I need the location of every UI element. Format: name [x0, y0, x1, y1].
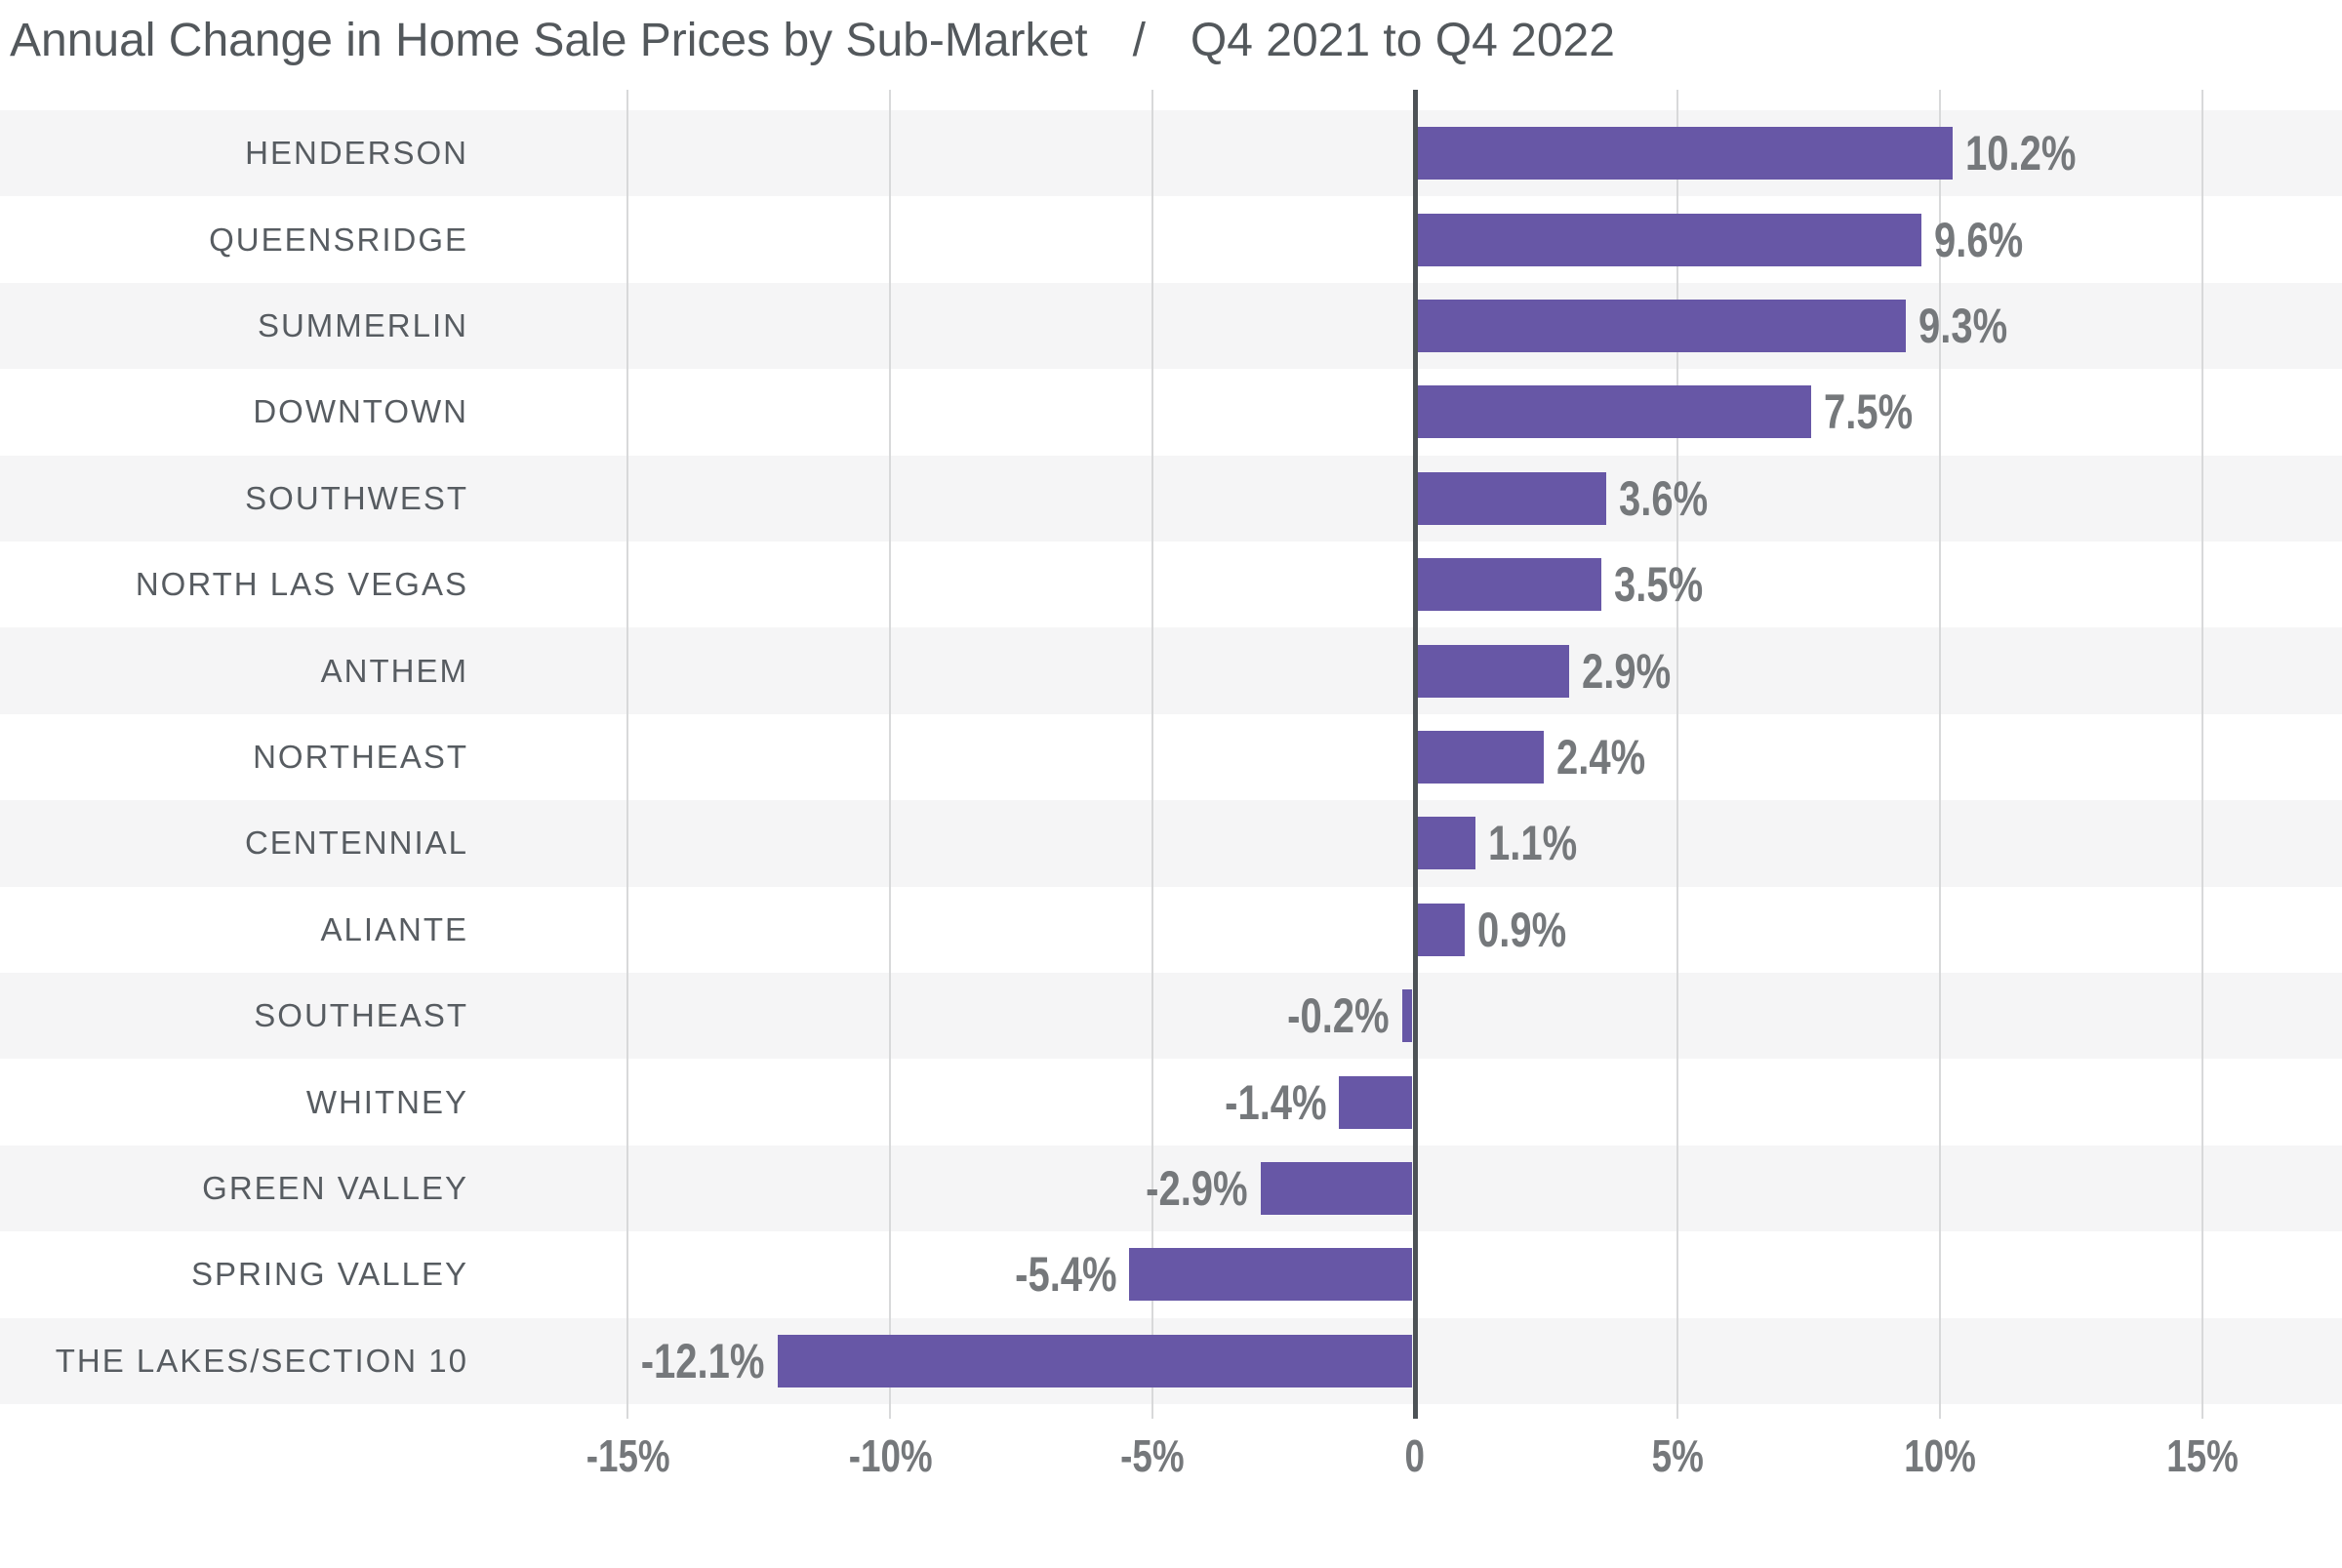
value-text-aliante: 0.9%	[1476, 902, 1567, 957]
value-text-henderson: 10.2%	[1964, 126, 2077, 181]
bar-queensridge	[1417, 213, 1921, 266]
value-text-downtown: 7.5%	[1823, 384, 1913, 440]
gridline--5	[1151, 90, 1154, 1419]
bar-southeast	[1401, 989, 1413, 1043]
row-stripe-green-valley	[0, 1145, 2342, 1232]
x-axis-label-10: 10%	[1823, 1426, 2057, 1486]
row-stripe-summerlin	[0, 282, 2342, 370]
x-axis-label-text--5: -5%	[1120, 1430, 1185, 1481]
value-label-summerlin: 9.3%	[1918, 283, 2211, 369]
gridline-15	[2201, 90, 2203, 1419]
value-label-centennial: 1.1%	[1488, 800, 1781, 886]
bar-the-lakes-section-10	[777, 1334, 1413, 1387]
category-label-downtown: DOWNTOWN	[253, 393, 468, 430]
value-text-whitney: -1.4%	[1224, 1074, 1327, 1130]
value-text-green-valley: -2.9%	[1146, 1160, 1248, 1216]
x-axis-label-text--15: -15%	[586, 1430, 670, 1481]
x-axis-label-text-0: 0	[1404, 1430, 1426, 1481]
x-axis-label--5: -5%	[1035, 1426, 1270, 1486]
x-axis-label-15: 15%	[2085, 1426, 2320, 1486]
category-label-henderson: HENDERSON	[245, 135, 468, 172]
value-text-southwest: 3.6%	[1619, 470, 1709, 526]
category-label-green-valley: GREEN VALLEY	[202, 1169, 468, 1206]
category-label-whitney: WHITNEY	[305, 1083, 468, 1120]
value-label-the-lakes-section-10: -12.1%	[472, 1318, 765, 1404]
category-label-aliante: ALIANTE	[320, 910, 468, 947]
chart-title: Annual Change in Home Sale Prices by Sub…	[10, 14, 1615, 68]
bar-whitney	[1339, 1075, 1413, 1129]
bar-summerlin	[1417, 300, 1906, 352]
value-label-anthem: 2.9%	[1582, 627, 1875, 713]
bar-anthem	[1417, 644, 1570, 698]
row-stripe-anthem	[0, 627, 2342, 714]
category-label-southeast: SOUTHEAST	[254, 997, 468, 1034]
value-label-henderson: 10.2%	[1965, 110, 2258, 196]
category-label-queensridge: QUEENSRIDGE	[209, 221, 468, 258]
bar-henderson	[1417, 127, 1953, 181]
x-axis-label--10: -10%	[773, 1426, 1007, 1486]
value-label-southwest: 3.6%	[1619, 456, 1912, 542]
value-label-whitney: -1.4%	[1033, 1059, 1327, 1145]
value-text-southeast: -0.2%	[1287, 988, 1390, 1044]
row-stripe-southeast	[0, 973, 2342, 1060]
value-text-anthem: 2.9%	[1582, 643, 1672, 699]
gridline--15	[626, 90, 629, 1419]
value-label-aliante: 0.9%	[1477, 887, 1770, 973]
value-text-northeast: 2.4%	[1555, 729, 1645, 784]
x-axis-label-text-5: 5%	[1651, 1430, 1704, 1481]
x-axis-label-text--10: -10%	[848, 1430, 933, 1481]
gridline--10	[889, 90, 892, 1419]
x-axis-label--15: -15%	[510, 1426, 745, 1486]
value-text-the-lakes-section-10: -12.1%	[641, 1333, 765, 1388]
bar-spring-valley	[1129, 1248, 1413, 1302]
value-text-summerlin: 9.3%	[1918, 298, 2007, 353]
zero-axis-line	[1412, 90, 1418, 1419]
category-label-north-las-vegas: NORTH LAS VEGAS	[135, 566, 468, 603]
value-text-queensridge: 9.6%	[1933, 212, 2023, 267]
value-label-northeast: 2.4%	[1556, 714, 1849, 800]
bar-green-valley	[1260, 1162, 1413, 1215]
value-label-southeast: -0.2%	[1097, 973, 1390, 1059]
category-label-northeast: NORTHEAST	[253, 738, 468, 775]
category-label-centennial: CENTENNIAL	[244, 824, 468, 862]
value-text-spring-valley: -5.4%	[1014, 1247, 1117, 1303]
category-label-summerlin: SUMMERLIN	[257, 306, 468, 343]
bar-north-las-vegas	[1417, 558, 1601, 612]
gridline-10	[1938, 90, 1941, 1419]
x-axis-label-text-10: 10%	[1903, 1430, 1976, 1481]
chart-title-subtitle: Q4 2021 to Q4 2022	[1190, 15, 1615, 66]
chart-title-separator: /	[1132, 15, 1146, 66]
category-label-anthem: ANTHEM	[320, 652, 468, 689]
category-label-southwest: SOUTHWEST	[245, 479, 468, 516]
value-label-queensridge: 9.6%	[1934, 196, 2227, 282]
x-axis-label-0: 0	[1298, 1426, 1532, 1486]
value-label-downtown: 7.5%	[1824, 369, 2117, 455]
value-label-spring-valley: -5.4%	[824, 1231, 1117, 1317]
gridline-5	[1676, 90, 1678, 1419]
value-text-north-las-vegas: 3.5%	[1613, 557, 1703, 613]
bar-centennial	[1417, 817, 1475, 870]
bar-northeast	[1417, 731, 1544, 784]
value-text-centennial: 1.1%	[1487, 816, 1577, 871]
bar-aliante	[1417, 903, 1465, 956]
category-label-spring-valley: SPRING VALLEY	[191, 1256, 468, 1293]
value-label-north-las-vegas: 3.5%	[1614, 542, 1907, 627]
category-label-the-lakes-section-10: THE LAKES/SECTION 10	[55, 1342, 468, 1379]
x-axis-label-text-15: 15%	[2165, 1430, 2239, 1481]
row-stripe-southwest	[0, 455, 2342, 542]
bar-downtown	[1417, 385, 1811, 439]
x-axis-label-5: 5%	[1560, 1426, 1795, 1486]
bar-southwest	[1417, 471, 1607, 525]
chart-title-main: Annual Change in Home Sale Prices by Sub…	[10, 15, 1088, 66]
row-stripe-centennial	[0, 800, 2342, 887]
value-label-green-valley: -2.9%	[955, 1146, 1248, 1231]
